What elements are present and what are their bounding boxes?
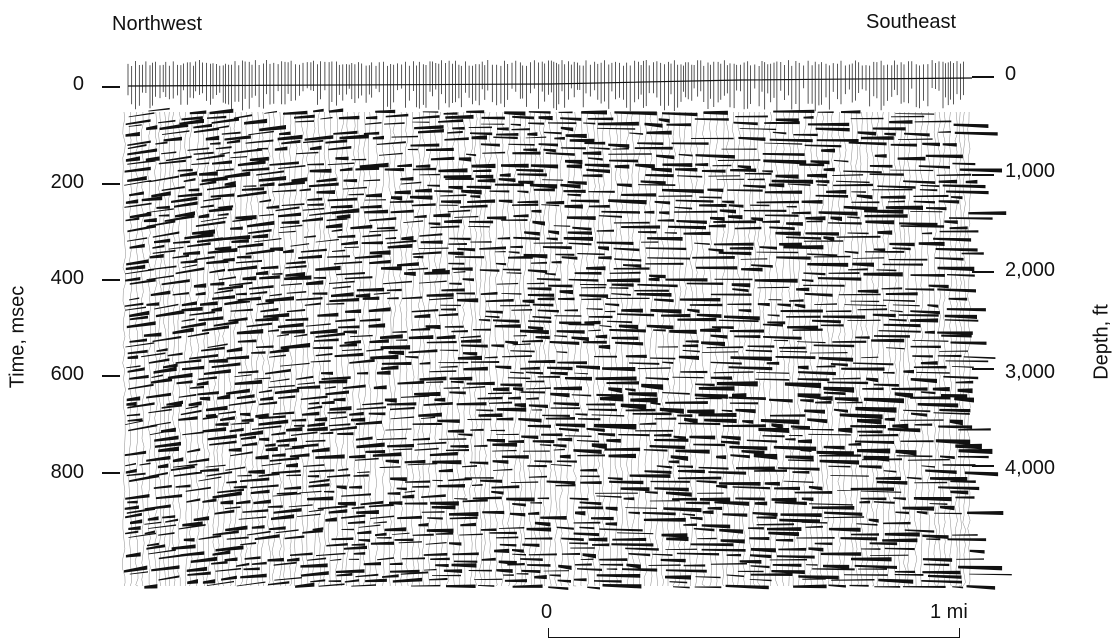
time-tick-400: 400 [50,267,84,289]
depth-tickmark-2000 [972,271,994,273]
time-tickmark-400 [102,279,120,281]
depth-tickmark-1000 [972,174,994,176]
southeast-label: Southeast [866,11,957,33]
northwest-label: Northwest [112,13,203,35]
depth-tick-1000: 1,000 [1005,160,1056,182]
depth-axis-title: Depth, ft [1090,304,1113,380]
time-axis-title: Time, msec [6,285,29,389]
time-tickmark-200 [102,183,120,185]
scale-start-label: 0 [541,601,553,623]
time-tick-0: 0 [72,73,84,95]
depth-axis-title-wrap: Depth, ft [1085,282,1119,402]
time-tickmark-0 [102,86,120,88]
time-tick-600: 600 [50,363,84,385]
depth-tick-0: 0 [1005,63,1017,85]
depth-tick-2000: 2,000 [1005,259,1056,281]
time-tickmark-600 [102,375,120,377]
time-tick-800: 800 [50,461,84,483]
depth-tick-4000: 4,000 [1005,457,1056,479]
time-tickmark-800 [102,472,120,474]
reflector-wiggles [122,107,1012,591]
time-tick-200: 200 [50,171,84,193]
depth-tickmark-4000 [972,465,994,467]
scale-end-label: 1 mi [930,601,968,623]
depth-tickmark-3000 [972,368,994,370]
trace-header-lines [127,60,973,112]
scale-bar [548,628,960,638]
depth-tick-3000: 3,000 [1005,361,1056,383]
time-axis-title-wrap: Time, msec [0,262,36,412]
depth-tickmark-0 [972,76,994,78]
